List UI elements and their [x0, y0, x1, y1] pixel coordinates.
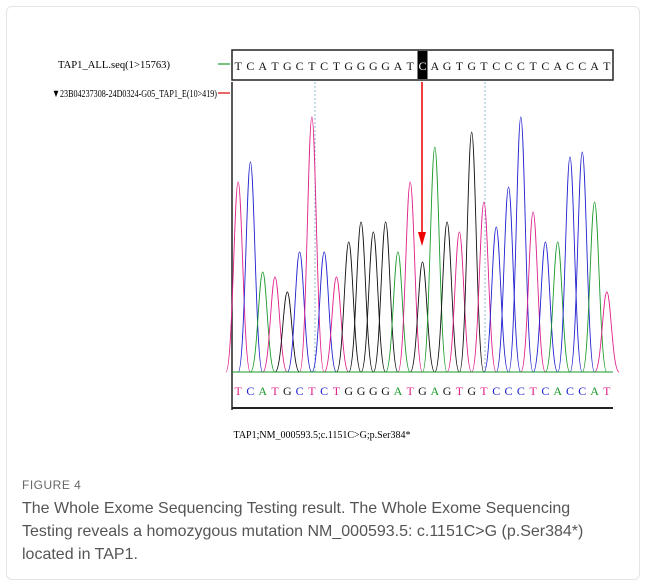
reference-base: A: [258, 59, 267, 73]
sample-base: C: [541, 384, 549, 398]
peak: [226, 182, 250, 372]
peak: [251, 272, 275, 372]
sample-base: C: [492, 384, 500, 398]
sample-base: A: [258, 384, 267, 398]
sample-base: T: [407, 384, 415, 398]
peak: [238, 162, 262, 372]
sample-base: G: [369, 384, 378, 398]
sample-base: C: [578, 384, 586, 398]
reference-base: A: [430, 59, 439, 73]
reference-base: C: [320, 59, 328, 73]
reference-base: T: [603, 59, 611, 73]
sample-base: G: [443, 384, 452, 398]
reference-base: G: [467, 59, 476, 73]
figure-caption: The Whole Exome Sequencing Testing resul…: [22, 497, 622, 566]
reference-base: G: [369, 59, 378, 73]
peak: [595, 292, 619, 372]
track-label: TAP1_ALL.seq(1>15763): [58, 59, 170, 71]
reference-base: C: [566, 59, 574, 73]
peak: [546, 242, 570, 372]
mutation-arrowhead: [418, 232, 426, 246]
reference-base: G: [357, 59, 366, 73]
reference-base: C: [517, 59, 525, 73]
peak: [361, 232, 385, 372]
sample-base: A: [430, 384, 439, 398]
image-caption: TAP1;NM_000593.5;c.1151C>G;p.Ser384*: [234, 430, 411, 441]
reference-base: A: [394, 59, 403, 73]
reference-base: C: [296, 59, 304, 73]
reference-base: C: [541, 59, 549, 73]
reference-base: T: [480, 59, 488, 73]
reference-base: G: [344, 59, 353, 73]
reference-base: C: [578, 59, 586, 73]
reference-base: T: [529, 59, 537, 73]
sample-base: T: [308, 384, 316, 398]
sample-base: G: [418, 384, 427, 398]
reference-base: A: [553, 59, 562, 73]
sample-base: T: [333, 384, 341, 398]
reference-base: C: [246, 59, 254, 73]
sample-base: A: [394, 384, 403, 398]
sample-base: T: [529, 384, 537, 398]
sample-base: C: [566, 384, 574, 398]
peak: [410, 262, 434, 372]
reference-base: C: [492, 59, 500, 73]
sample-base: G: [344, 384, 353, 398]
peak: [263, 277, 287, 372]
reference-base: T: [308, 59, 316, 73]
reference-base: A: [590, 59, 599, 73]
peak: [398, 182, 422, 372]
peak: [447, 232, 471, 372]
peak: [558, 157, 582, 372]
peak: [472, 202, 496, 372]
sample-base: T: [271, 384, 279, 398]
sample-base: T: [480, 384, 488, 398]
peak: [423, 147, 447, 372]
sample-base: C: [517, 384, 525, 398]
sample-base: G: [381, 384, 390, 398]
peak: [435, 222, 459, 372]
reference-base: G: [283, 59, 292, 73]
peak: [349, 222, 373, 372]
reference-base: T: [456, 59, 464, 73]
chromatogram-figure: TAP1_ALL.seq(1>15763) ▼23B04237308-24D03…: [0, 0, 646, 470]
sample-base: A: [590, 384, 599, 398]
reference-base: T: [234, 59, 242, 73]
reference-base: G: [381, 59, 390, 73]
reference-base: T: [407, 59, 415, 73]
sample-base: C: [296, 384, 304, 398]
sample-base: T: [234, 384, 242, 398]
page: TAP1_ALL.seq(1>15763) ▼23B04237308-24D03…: [0, 0, 646, 587]
sample-base: C: [320, 384, 328, 398]
peak: [300, 117, 324, 372]
figure-label: FIGURE 4: [22, 478, 81, 492]
sample-base: T: [456, 384, 464, 398]
sample-base: G: [283, 384, 292, 398]
sample-label: ▼23B04237308-24D0324-G05_TAP1_E(10>419): [52, 88, 217, 100]
peak: [521, 212, 545, 372]
sample-base: G: [357, 384, 366, 398]
reference-base: T: [333, 59, 341, 73]
sample-base: C: [505, 384, 513, 398]
reference-base: G: [443, 59, 452, 73]
sample-base: T: [603, 384, 611, 398]
reference-base: C: [505, 59, 513, 73]
reference-base: C: [418, 59, 426, 73]
sample-base: C: [246, 384, 254, 398]
sample-base: G: [467, 384, 476, 398]
sample-base: A: [553, 384, 562, 398]
peak: [287, 252, 311, 372]
reference-base: T: [271, 59, 279, 73]
